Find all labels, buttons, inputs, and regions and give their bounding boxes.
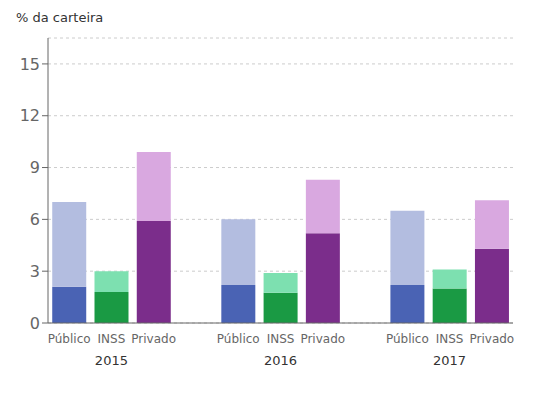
svg-text:3: 3 <box>30 262 40 281</box>
svg-text:2015: 2015 <box>95 353 128 368</box>
svg-text:Público: Público <box>48 332 91 346</box>
svg-text:2016: 2016 <box>264 353 297 368</box>
svg-text:INSS: INSS <box>98 332 126 346</box>
svg-text:INSS: INSS <box>267 332 295 346</box>
svg-text:6: 6 <box>30 210 40 229</box>
svg-text:12: 12 <box>20 106 40 125</box>
svg-text:Público: Público <box>217 332 260 346</box>
svg-text:0: 0 <box>30 314 40 333</box>
svg-text:9: 9 <box>30 158 40 177</box>
svg-text:Privado: Privado <box>470 332 515 346</box>
svg-text:Privado: Privado <box>131 332 176 346</box>
svg-text:Privado: Privado <box>300 332 345 346</box>
html-text:% da carteira: % da carteira <box>16 10 104 25</box>
svg-text:INSS: INSS <box>436 332 464 346</box>
svg-text:Público: Público <box>386 332 429 346</box>
svg-text:15: 15 <box>20 55 40 74</box>
svg-text:2017: 2017 <box>433 353 466 368</box>
